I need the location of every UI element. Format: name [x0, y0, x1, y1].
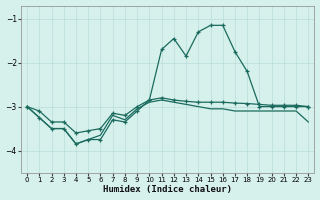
- X-axis label: Humidex (Indice chaleur): Humidex (Indice chaleur): [103, 185, 232, 194]
